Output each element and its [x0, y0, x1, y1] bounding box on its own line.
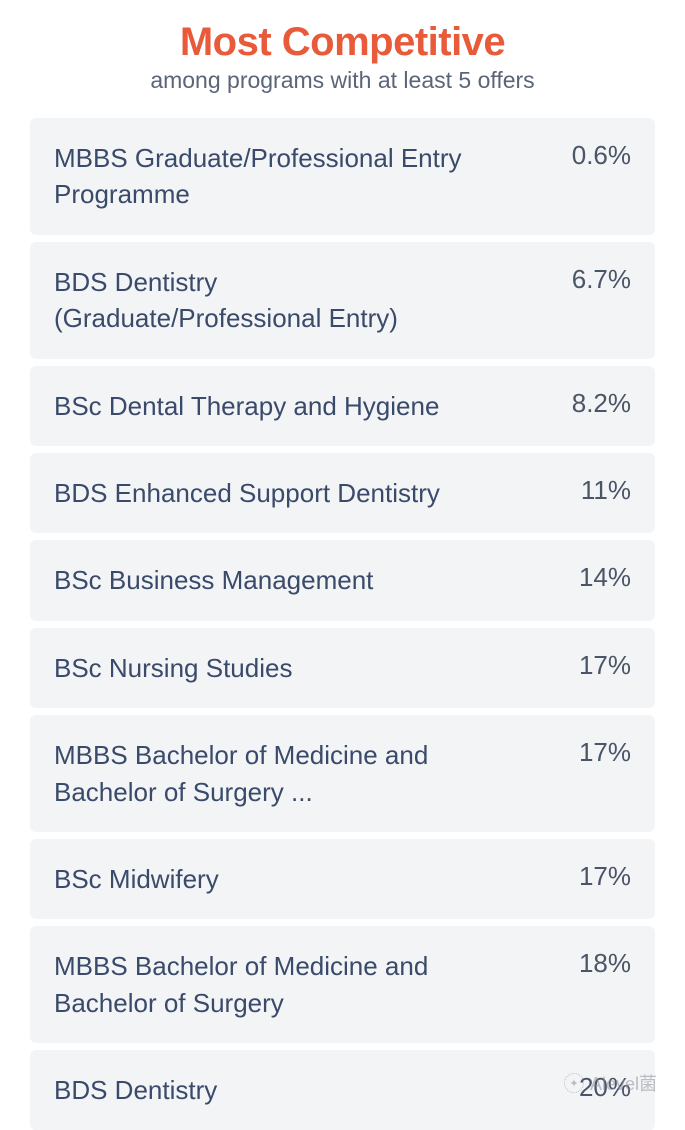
program-list: MBBS Graduate/Professional Entry Program… — [30, 118, 655, 1130]
page-subtitle: among programs with at least 5 offers — [30, 67, 655, 94]
program-name: BDS Dentistry (Graduate/Professional Ent… — [54, 264, 484, 337]
table-row: BSc Dental Therapy and Hygiene 8.2% — [30, 366, 655, 446]
table-row: MBBS Bachelor of Medicine and Bachelor o… — [30, 926, 655, 1043]
table-row: BSc Business Management 14% — [30, 540, 655, 620]
program-name: BSc Nursing Studies — [54, 650, 292, 686]
page-title: Most Competitive — [30, 20, 655, 65]
program-percentage: 6.7% — [560, 264, 631, 295]
program-percentage: 14% — [567, 562, 631, 593]
watermark: ✦ Alevel菌 — [564, 1070, 657, 1096]
program-name: BSc Dental Therapy and Hygiene — [54, 388, 439, 424]
table-row: BSc Nursing Studies 17% — [30, 628, 655, 708]
table-row: MBBS Bachelor of Medicine and Bachelor o… — [30, 715, 655, 832]
program-percentage: 17% — [567, 737, 631, 768]
program-percentage: 18% — [567, 948, 631, 979]
program-name: BSc Business Management — [54, 562, 373, 598]
program-name: BSc Midwifery — [54, 861, 219, 897]
program-percentage: 11% — [569, 475, 631, 506]
table-row: MBBS Graduate/Professional Entry Program… — [30, 118, 655, 235]
table-row: BDS Dentistry20% — [30, 1050, 655, 1130]
program-name: MBBS Bachelor of Medicine and Bachelor o… — [54, 737, 484, 810]
watermark-label: Alevel菌 — [590, 1070, 657, 1096]
program-name: BDS Enhanced Support Dentistry — [54, 475, 440, 511]
watermark-icon: ✦ — [564, 1073, 584, 1093]
program-percentage: 17% — [567, 650, 631, 681]
header: Most Competitive among programs with at … — [30, 20, 655, 94]
program-percentage: 17% — [567, 861, 631, 892]
program-name: MBBS Bachelor of Medicine and Bachelor o… — [54, 948, 484, 1021]
table-row: BDS Enhanced Support Dentistry 11% — [30, 453, 655, 533]
program-percentage: 8.2% — [560, 388, 631, 419]
program-percentage: 0.6% — [560, 140, 631, 171]
table-row: BDS Dentistry (Graduate/Professional Ent… — [30, 242, 655, 359]
table-row: BSc Midwifery 17% — [30, 839, 655, 919]
program-name: MBBS Graduate/Professional Entry Program… — [54, 140, 484, 213]
program-name: BDS Dentistry — [54, 1072, 217, 1108]
